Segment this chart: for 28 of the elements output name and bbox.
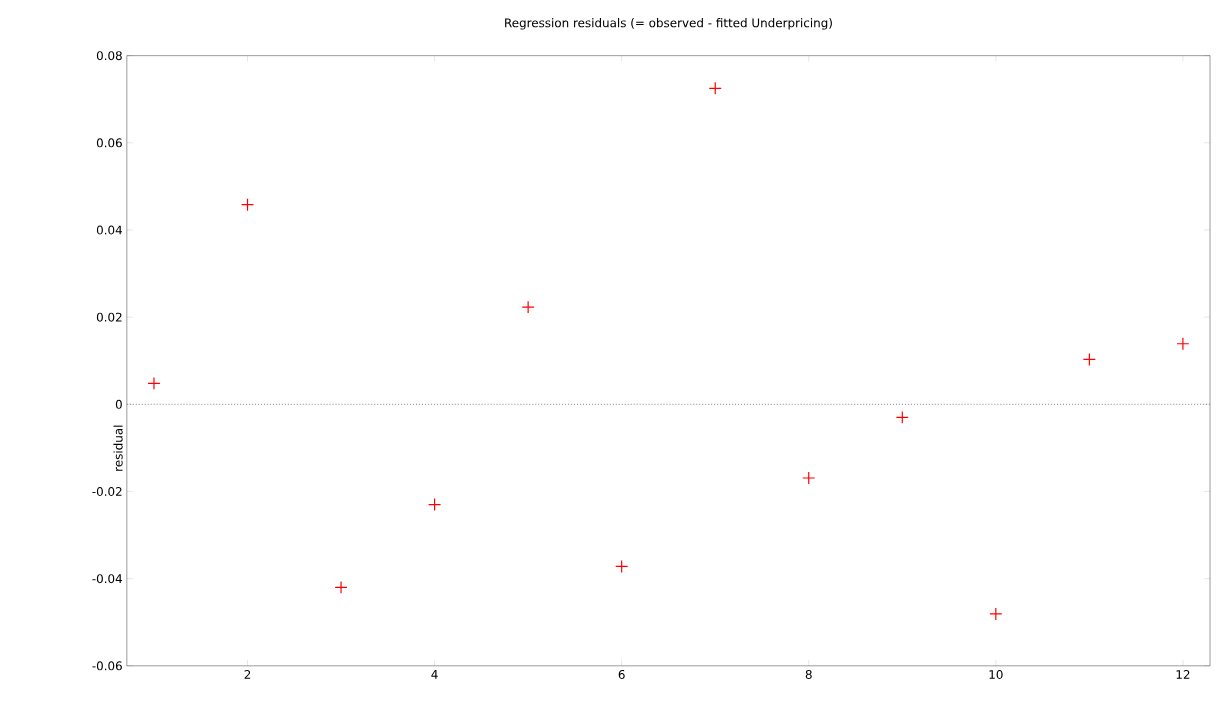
y-tick-label: 0.04 (96, 225, 122, 235)
point (240, 198, 255, 212)
y-tick-label: -0.04 (92, 574, 122, 584)
x-tick-label: 4 (431, 670, 438, 679)
x-tick-label: 2 (244, 670, 251, 680)
point (615, 560, 629, 574)
point (334, 581, 348, 595)
point (802, 471, 816, 485)
point (428, 498, 442, 512)
chart-title: Regression residuals (= observed - fitted Underpricing) (505, 18, 832, 30)
x-tick-label: 12 (1176, 670, 1190, 680)
point (1082, 353, 1096, 367)
point (147, 377, 161, 391)
point (1176, 337, 1190, 351)
x-tick-label: 10 (989, 670, 1003, 680)
y-tick-label: 0.02 (96, 312, 122, 322)
point (989, 607, 1003, 621)
x-tick-label: 6 (618, 670, 625, 680)
point (895, 411, 909, 425)
x-tick-label: 8 (805, 670, 812, 680)
point (521, 300, 535, 314)
y-tick-label: -0.02 (92, 487, 122, 497)
y-tick-label: 0 (115, 400, 122, 410)
y-axis-title: residual (113, 425, 123, 471)
y-tick-label: 0.06 (96, 138, 122, 148)
y-tick-label: -0.06 (92, 661, 122, 671)
y-tick-label: 0.08 (96, 51, 122, 61)
point (708, 81, 722, 96)
